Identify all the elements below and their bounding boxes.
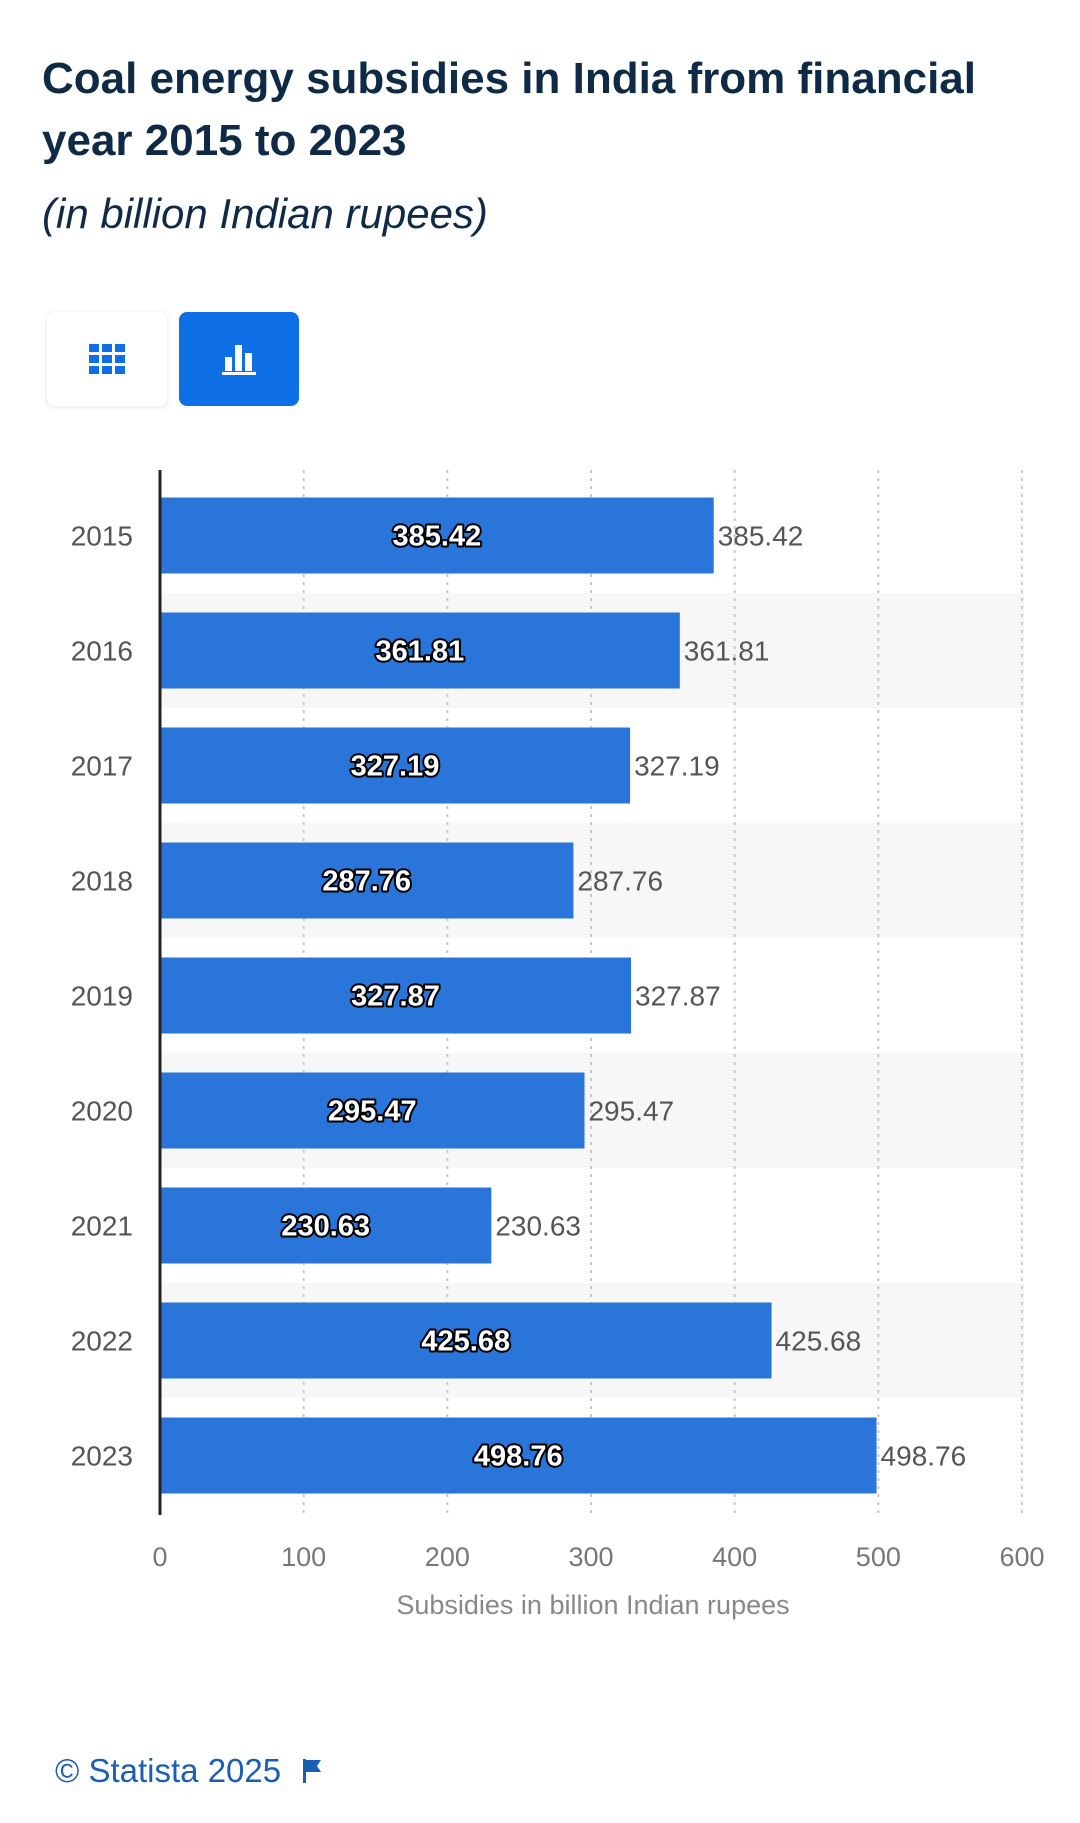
flag-icon[interactable] [303,1759,323,1783]
category-label: 2019 [71,981,133,1012]
bar [160,1187,492,1264]
category-label: 2018 [71,866,133,897]
category-label: 2023 [71,1441,133,1472]
x-tick-label: 0 [152,1542,167,1572]
x-tick-label: 500 [856,1542,901,1572]
footer: © Statista 2025 [55,1752,323,1790]
bar-value-label: 425.68 [421,1326,510,1358]
category-label: 2020 [71,1096,133,1127]
x-axis-title: Subsidies in billion Indian rupees [396,1590,789,1620]
x-tick-label: 300 [568,1542,613,1572]
bar-value-label: 295.47 [328,1096,417,1128]
bar-value-label: 327.19 [351,751,440,783]
bar-value-label: 498.76 [474,1441,563,1473]
x-tick-label: 600 [999,1542,1044,1572]
bar [160,1302,772,1379]
bar-end-label: 295.47 [588,1096,674,1127]
bar-chart: 385.42 385.42 2015 361.81 361.81 2016 327.19 32… [71,470,1045,1620]
bar [160,612,680,689]
bar-end-label: 425.68 [776,1326,862,1357]
bar-value-label: 385.42 [393,521,482,553]
category-label: 2017 [71,751,133,782]
bar [160,842,574,919]
bar-end-label: 327.19 [634,751,720,782]
category-label: 2021 [71,1211,133,1242]
copyright-text[interactable]: © Statista 2025 [55,1752,282,1789]
bar-end-label: 498.76 [881,1441,967,1472]
bar [160,1417,877,1494]
grid-icon [89,344,125,374]
bar-end-label: 287.76 [577,866,663,897]
chart-subtitle: (in billion Indian rupees) [42,190,488,237]
category-label: 2015 [71,521,133,552]
bar [160,957,632,1034]
bar-value-label: 327.87 [351,981,440,1013]
bar-end-label: 361.81 [684,636,770,667]
table-view-button[interactable] [47,312,167,406]
bar [160,497,714,574]
chart-title: Coal energy subsidies in India from fina… [42,54,976,165]
bar-chart-icon [222,345,256,375]
x-tick-label: 100 [281,1542,326,1572]
category-label: 2022 [71,1326,133,1357]
bar [160,1072,585,1149]
bar-value-label: 361.81 [376,636,465,668]
bar-end-label: 230.63 [495,1211,581,1242]
bar-value-label: 230.63 [281,1211,370,1243]
x-tick-label: 400 [712,1542,757,1572]
bar-end-label: 385.42 [718,521,804,552]
bar-value-label: 287.76 [322,866,411,898]
x-tick-label: 200 [425,1542,470,1572]
bar [160,727,631,804]
category-label: 2016 [71,636,133,667]
chart-view-button[interactable] [179,312,299,406]
bar-end-label: 327.87 [635,981,721,1012]
